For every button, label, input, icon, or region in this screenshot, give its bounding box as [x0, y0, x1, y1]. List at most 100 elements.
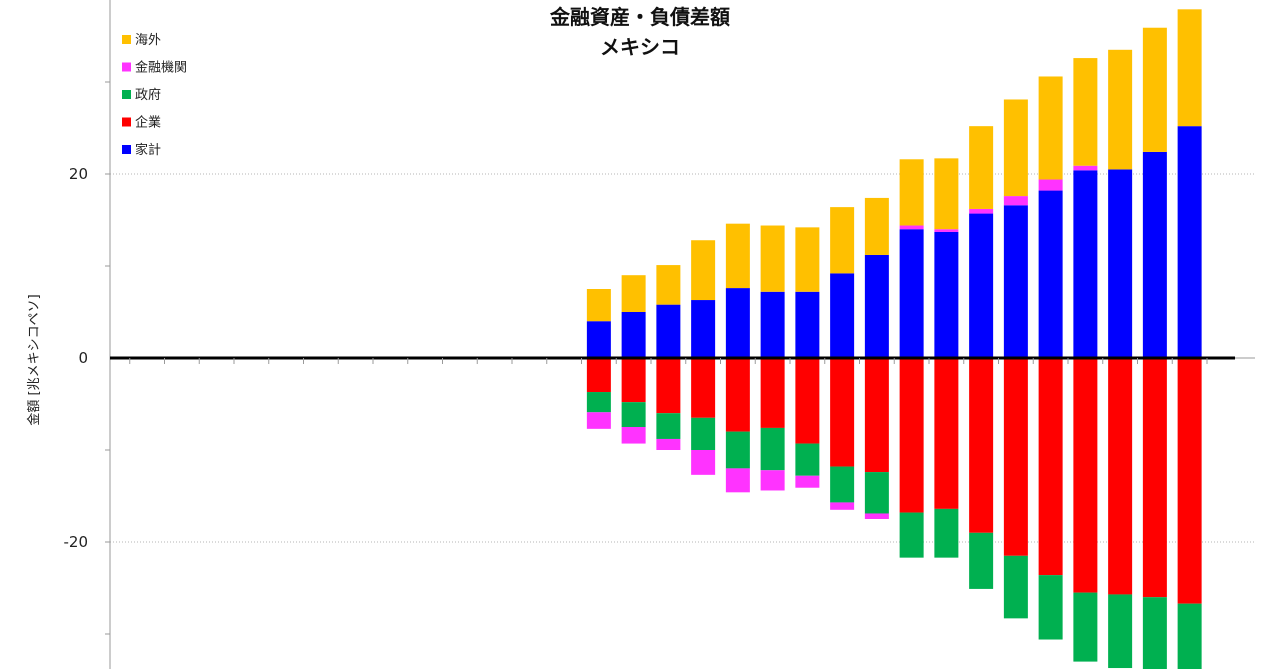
legend-swatch [122, 90, 131, 99]
bar-segment [586, 392, 611, 413]
bar-segment [1177, 126, 1202, 358]
bar-segment [969, 213, 994, 358]
bar-segment [1073, 165, 1098, 171]
bar-segment [795, 227, 820, 292]
bar-segment [1003, 205, 1028, 358]
bar-segment [899, 229, 924, 358]
bar-layer [586, 9, 1202, 669]
bar-segment [1038, 358, 1063, 576]
bar-segment [830, 207, 855, 274]
chart-title: 金融資産・負債差額 [549, 5, 730, 29]
bar-segment [691, 417, 716, 450]
bar-segment [1177, 358, 1202, 604]
bar-segment [1003, 555, 1028, 619]
bar-segment [830, 273, 855, 358]
legend-swatch [122, 62, 131, 72]
bar-segment [725, 431, 750, 469]
bar-segment [586, 289, 611, 322]
y-axis-label: 金額 [兆メキシコペソ] [26, 294, 42, 425]
bar-segment [934, 358, 959, 509]
legend-swatch [122, 145, 131, 154]
bar-segment [1073, 592, 1098, 662]
bar-segment [830, 466, 855, 503]
bar-segment [969, 532, 994, 589]
bar-segment [760, 427, 785, 471]
bar-segment [1177, 603, 1202, 669]
bar-segment [656, 265, 681, 305]
y-tick-label: 20 [69, 165, 88, 183]
y-tick-labels: -20 0 20 [64, 165, 89, 551]
bar-segment [1003, 99, 1028, 197]
bar-segment [969, 126, 994, 209]
axis-layer [105, 0, 1255, 669]
bar-segment [795, 443, 820, 476]
bar-segment [899, 225, 924, 230]
bar-segment [1177, 9, 1202, 127]
legend-label: 金融機関 [135, 60, 187, 76]
bar-segment [899, 358, 924, 513]
bar-segment [864, 197, 889, 255]
bar-segment [656, 413, 681, 439]
bar-segment [1038, 179, 1063, 191]
bar-segment [1073, 358, 1098, 593]
legend-swatch [122, 35, 131, 44]
bar-segment [621, 312, 646, 358]
bar-segment [969, 208, 994, 214]
bar-segment [1003, 358, 1028, 556]
bar-segment [656, 358, 681, 414]
bar-segment [691, 300, 716, 358]
bar-segment [725, 358, 750, 432]
bar-segment [899, 159, 924, 226]
bar-segment [656, 304, 681, 358]
bar-segment [1108, 358, 1133, 595]
bar-segment [864, 513, 889, 519]
bar-segment [760, 291, 785, 358]
bar-segment [621, 402, 646, 427]
bar-segment [1108, 49, 1133, 170]
bar-segment [1142, 597, 1167, 669]
bar-segment [934, 229, 959, 232]
chart-subtitle: メキシコ [600, 35, 680, 59]
y-tick-label: 0 [78, 349, 88, 367]
bar-segment [691, 240, 716, 301]
bar-segment [864, 254, 889, 358]
bar-segment [760, 470, 785, 491]
bar-segment [691, 358, 716, 418]
bar-segment [1038, 76, 1063, 180]
bar-segment [725, 223, 750, 289]
bar-segment [656, 438, 681, 450]
bar-segment [621, 427, 646, 444]
bar-segment [1003, 196, 1028, 206]
bar-segment [969, 358, 994, 533]
grid-layer [110, 173, 1255, 543]
bar-segment [899, 512, 924, 558]
bar-segment [795, 291, 820, 358]
bar-segment [760, 358, 785, 428]
bar-segment [725, 468, 750, 493]
bar-segment [1073, 58, 1098, 166]
bar-segment [934, 231, 959, 358]
bar-segment [864, 358, 889, 473]
legend-swatch [122, 117, 131, 127]
bar-segment [1038, 190, 1063, 358]
legend-label: 海外 [135, 33, 161, 48]
bar-segment [1108, 594, 1133, 669]
bar-segment [795, 358, 820, 444]
bar-segment [830, 502, 855, 510]
bar-segment [1142, 27, 1167, 152]
bar-segment [621, 275, 646, 312]
y-tick-label: -20 [64, 533, 89, 551]
bar-segment [934, 158, 959, 230]
bar-segment [795, 475, 820, 488]
legend-label: 家計 [135, 142, 161, 158]
bar-segment [1142, 358, 1167, 598]
bar-segment [586, 358, 611, 393]
bar-segment [691, 450, 716, 475]
bar-segment [1038, 575, 1063, 640]
bar-segment [586, 321, 611, 358]
bar-segment [760, 225, 785, 292]
bar-segment [830, 358, 855, 467]
